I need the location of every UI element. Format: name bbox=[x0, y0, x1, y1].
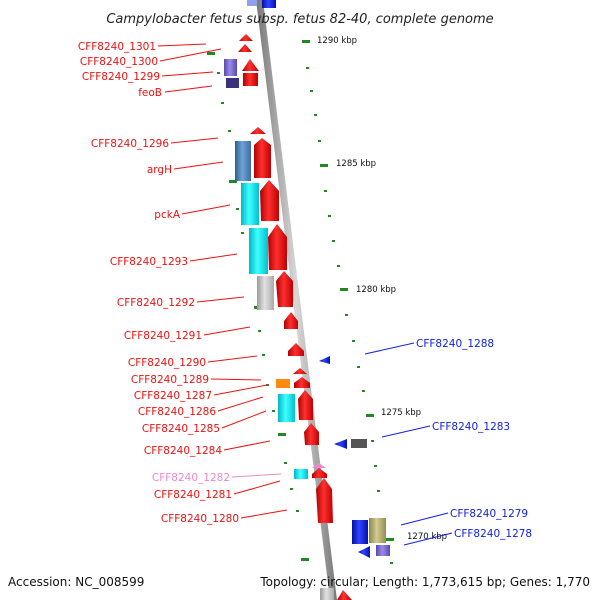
scale-label: 1280 kbp bbox=[356, 285, 396, 295]
gene-feature[interactable] bbox=[320, 588, 334, 600]
gene-label[interactable]: CFF8240_1289 bbox=[131, 374, 209, 386]
scale-label: 1270 kbp bbox=[407, 532, 447, 542]
gene-feature[interactable] bbox=[249, 228, 268, 274]
scale-label: 1290 kbp bbox=[317, 36, 357, 46]
scale-label: 1275 kbp bbox=[381, 408, 421, 418]
gene-features bbox=[224, 0, 390, 600]
gene-feature[interactable] bbox=[241, 183, 259, 225]
gene-label[interactable]: argH bbox=[147, 164, 172, 176]
gene-feature[interactable] bbox=[288, 343, 304, 356]
gene-feature[interactable] bbox=[294, 469, 308, 479]
scale-label: 1285 kbp bbox=[336, 159, 376, 169]
gene-feature[interactable] bbox=[226, 78, 239, 88]
gene-feature[interactable] bbox=[294, 377, 310, 388]
gene-feature[interactable] bbox=[376, 545, 390, 556]
gene-feature[interactable] bbox=[304, 423, 319, 445]
label-leaders bbox=[157, 43, 453, 546]
gene-feature[interactable] bbox=[278, 394, 295, 422]
gene-label[interactable]: CFF8240_1301 bbox=[78, 41, 156, 53]
gene-labels-right: CFF8240_1288 CFF8240_1283 CFF8240_1279 C… bbox=[416, 338, 532, 540]
gene-label[interactable]: CFF8240_1283 bbox=[432, 421, 510, 433]
genome-summary-text: Topology: circular; Length: 1,773,615 bp… bbox=[259, 575, 590, 589]
gene-feature[interactable] bbox=[319, 356, 330, 364]
gene-label[interactable]: CFF8240_1296 bbox=[91, 138, 169, 150]
map-title: Campylobacter fetus subsp. fetus 82-40, … bbox=[106, 12, 493, 27]
gene-label[interactable]: CFF8240_1279 bbox=[450, 508, 528, 520]
gene-label[interactable]: CFF8240_1286 bbox=[138, 406, 216, 418]
gene-feature[interactable] bbox=[334, 439, 347, 449]
gene-feature[interactable] bbox=[254, 138, 271, 178]
genome-backbone bbox=[256, 0, 337, 600]
gene-labels-left: CFF8240_1301 CFF8240_1300 CFF8240_1299 f… bbox=[78, 41, 239, 525]
gene-label[interactable]: CFF8240_1288 bbox=[416, 338, 494, 350]
gene-label[interactable]: CFF8240_1290 bbox=[128, 357, 206, 369]
gene-feature[interactable] bbox=[257, 276, 274, 310]
gene-feature[interactable] bbox=[260, 180, 279, 221]
gene-feature[interactable] bbox=[262, 0, 276, 8]
gene-feature[interactable] bbox=[284, 312, 298, 329]
gene-feature[interactable] bbox=[293, 368, 307, 374]
accession-text: Accession: NC_008599 bbox=[8, 575, 144, 589]
gene-label[interactable]: feoB bbox=[138, 87, 162, 99]
gene-feature[interactable] bbox=[369, 518, 386, 543]
gene-feature[interactable] bbox=[224, 59, 237, 76]
gene-label[interactable]: CFF8240_1284 bbox=[144, 445, 222, 457]
gene-label[interactable]: CFF8240_1287 bbox=[134, 390, 212, 402]
gene-feature[interactable] bbox=[268, 224, 287, 270]
gene-feature[interactable] bbox=[352, 520, 368, 544]
gene-label[interactable]: CFF8240_1278 bbox=[454, 528, 532, 540]
gene-feature[interactable] bbox=[247, 0, 257, 6]
gene-label[interactable]: CFF8240_1293 bbox=[110, 256, 188, 268]
gene-label[interactable]: CFF8240_1300 bbox=[80, 56, 158, 68]
gene-label-pseudo[interactable]: CFF8240_1282 bbox=[152, 472, 230, 484]
gene-label[interactable]: CFF8240_1280 bbox=[161, 513, 239, 525]
gene-feature[interactable] bbox=[235, 141, 251, 181]
gene-feature[interactable] bbox=[358, 546, 370, 558]
gene-feature[interactable] bbox=[298, 390, 313, 420]
gene-feature[interactable] bbox=[238, 44, 252, 52]
gene-feature[interactable] bbox=[312, 468, 327, 478]
gene-feature[interactable] bbox=[351, 439, 367, 448]
gene-feature[interactable] bbox=[239, 34, 253, 41]
scale-ticks bbox=[207, 40, 394, 564]
scale-labels: 1290 kbp 1285 kbp 1280 kbp 1275 kbp 1270… bbox=[317, 36, 447, 542]
gene-feature[interactable] bbox=[242, 59, 259, 71]
gene-label[interactable]: CFF8240_1291 bbox=[124, 330, 202, 342]
gene-feature[interactable] bbox=[316, 478, 333, 523]
gene-feature[interactable] bbox=[250, 127, 266, 134]
gene-feature[interactable] bbox=[276, 379, 290, 388]
gene-feature[interactable] bbox=[276, 271, 293, 307]
gene-feature[interactable] bbox=[312, 463, 326, 468]
gene-label[interactable]: CFF8240_1299 bbox=[82, 71, 160, 83]
gene-feature[interactable] bbox=[337, 590, 352, 600]
gene-label[interactable]: CFF8240_1281 bbox=[154, 489, 232, 501]
gene-label[interactable]: pckA bbox=[154, 209, 181, 221]
gene-label[interactable]: CFF8240_1292 bbox=[117, 297, 195, 309]
gene-label[interactable]: CFF8240_1285 bbox=[142, 423, 220, 435]
gene-feature[interactable] bbox=[243, 73, 258, 86]
